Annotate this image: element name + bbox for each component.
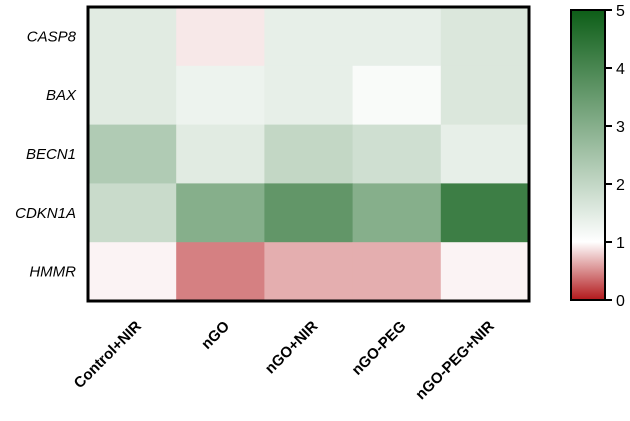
- heatmap-cell: [352, 183, 442, 243]
- colorbar: [570, 9, 606, 301]
- column-label: nGO+NIR: [262, 318, 322, 378]
- heatmap-cell: [176, 183, 265, 243]
- heatmap-cell: [352, 65, 442, 126]
- colorbar-ticks: 0 1 2 3 4 5: [605, 3, 625, 310]
- heatmap-cell: [88, 124, 177, 184]
- row-labels: CASP8 BAX BECN1 CDKN1A HMMR: [15, 28, 77, 280]
- column-label: nGO: [198, 318, 233, 353]
- heatmap-cell: [352, 7, 442, 67]
- row-label: BECN1: [26, 146, 76, 163]
- colorbar-tick-label: 3: [616, 119, 625, 136]
- heatmap-cell: [264, 124, 354, 184]
- heatmap-cell: [88, 7, 177, 67]
- heatmap-cell: [440, 7, 530, 67]
- heatmap-cells: [88, 7, 530, 302]
- row-label: HMMR: [29, 264, 76, 281]
- row-label: CASP8: [27, 28, 77, 45]
- column-label: nGO-PEG+NIR: [412, 318, 498, 404]
- row-label: CDKN1A: [15, 205, 76, 222]
- heatmap-cell: [440, 124, 530, 184]
- heatmap-cell: [264, 65, 354, 126]
- heatmap-cell: [440, 242, 530, 302]
- colorbar-tick-label: 5: [616, 3, 625, 20]
- heatmap-cell: [352, 242, 442, 302]
- heatmap-cell: [176, 124, 265, 184]
- heatmap-cell: [88, 65, 177, 126]
- heatmap-cell: [176, 242, 265, 302]
- colorbar-tick-label: 1: [616, 235, 625, 252]
- heatmap-cell: [264, 183, 354, 243]
- heatmap-cell: [88, 183, 177, 243]
- heatmap-cell: [88, 242, 177, 302]
- heatmap-cell: [176, 65, 265, 126]
- colorbar-tick-label: 0: [616, 293, 625, 310]
- heatmap-cell: [264, 7, 354, 67]
- heatmap-cell: [264, 242, 354, 302]
- colorbar-tick-label: 4: [616, 61, 625, 78]
- heatmap-cell: [176, 7, 265, 67]
- column-label: Control+NIR: [71, 318, 145, 392]
- heatmap-cell: [440, 65, 530, 126]
- heatmap-cell: [440, 183, 530, 243]
- column-label: nGO-PEG: [349, 318, 410, 379]
- colorbar-tick-label: 2: [616, 177, 625, 194]
- column-labels: Control+NIR nGO nGO+NIR nGO-PEG nGO-PEG+NIR: [71, 318, 498, 404]
- heatmap-cell: [352, 124, 442, 184]
- row-label: BAX: [46, 87, 77, 104]
- plot-frame: [86, 5, 531, 303]
